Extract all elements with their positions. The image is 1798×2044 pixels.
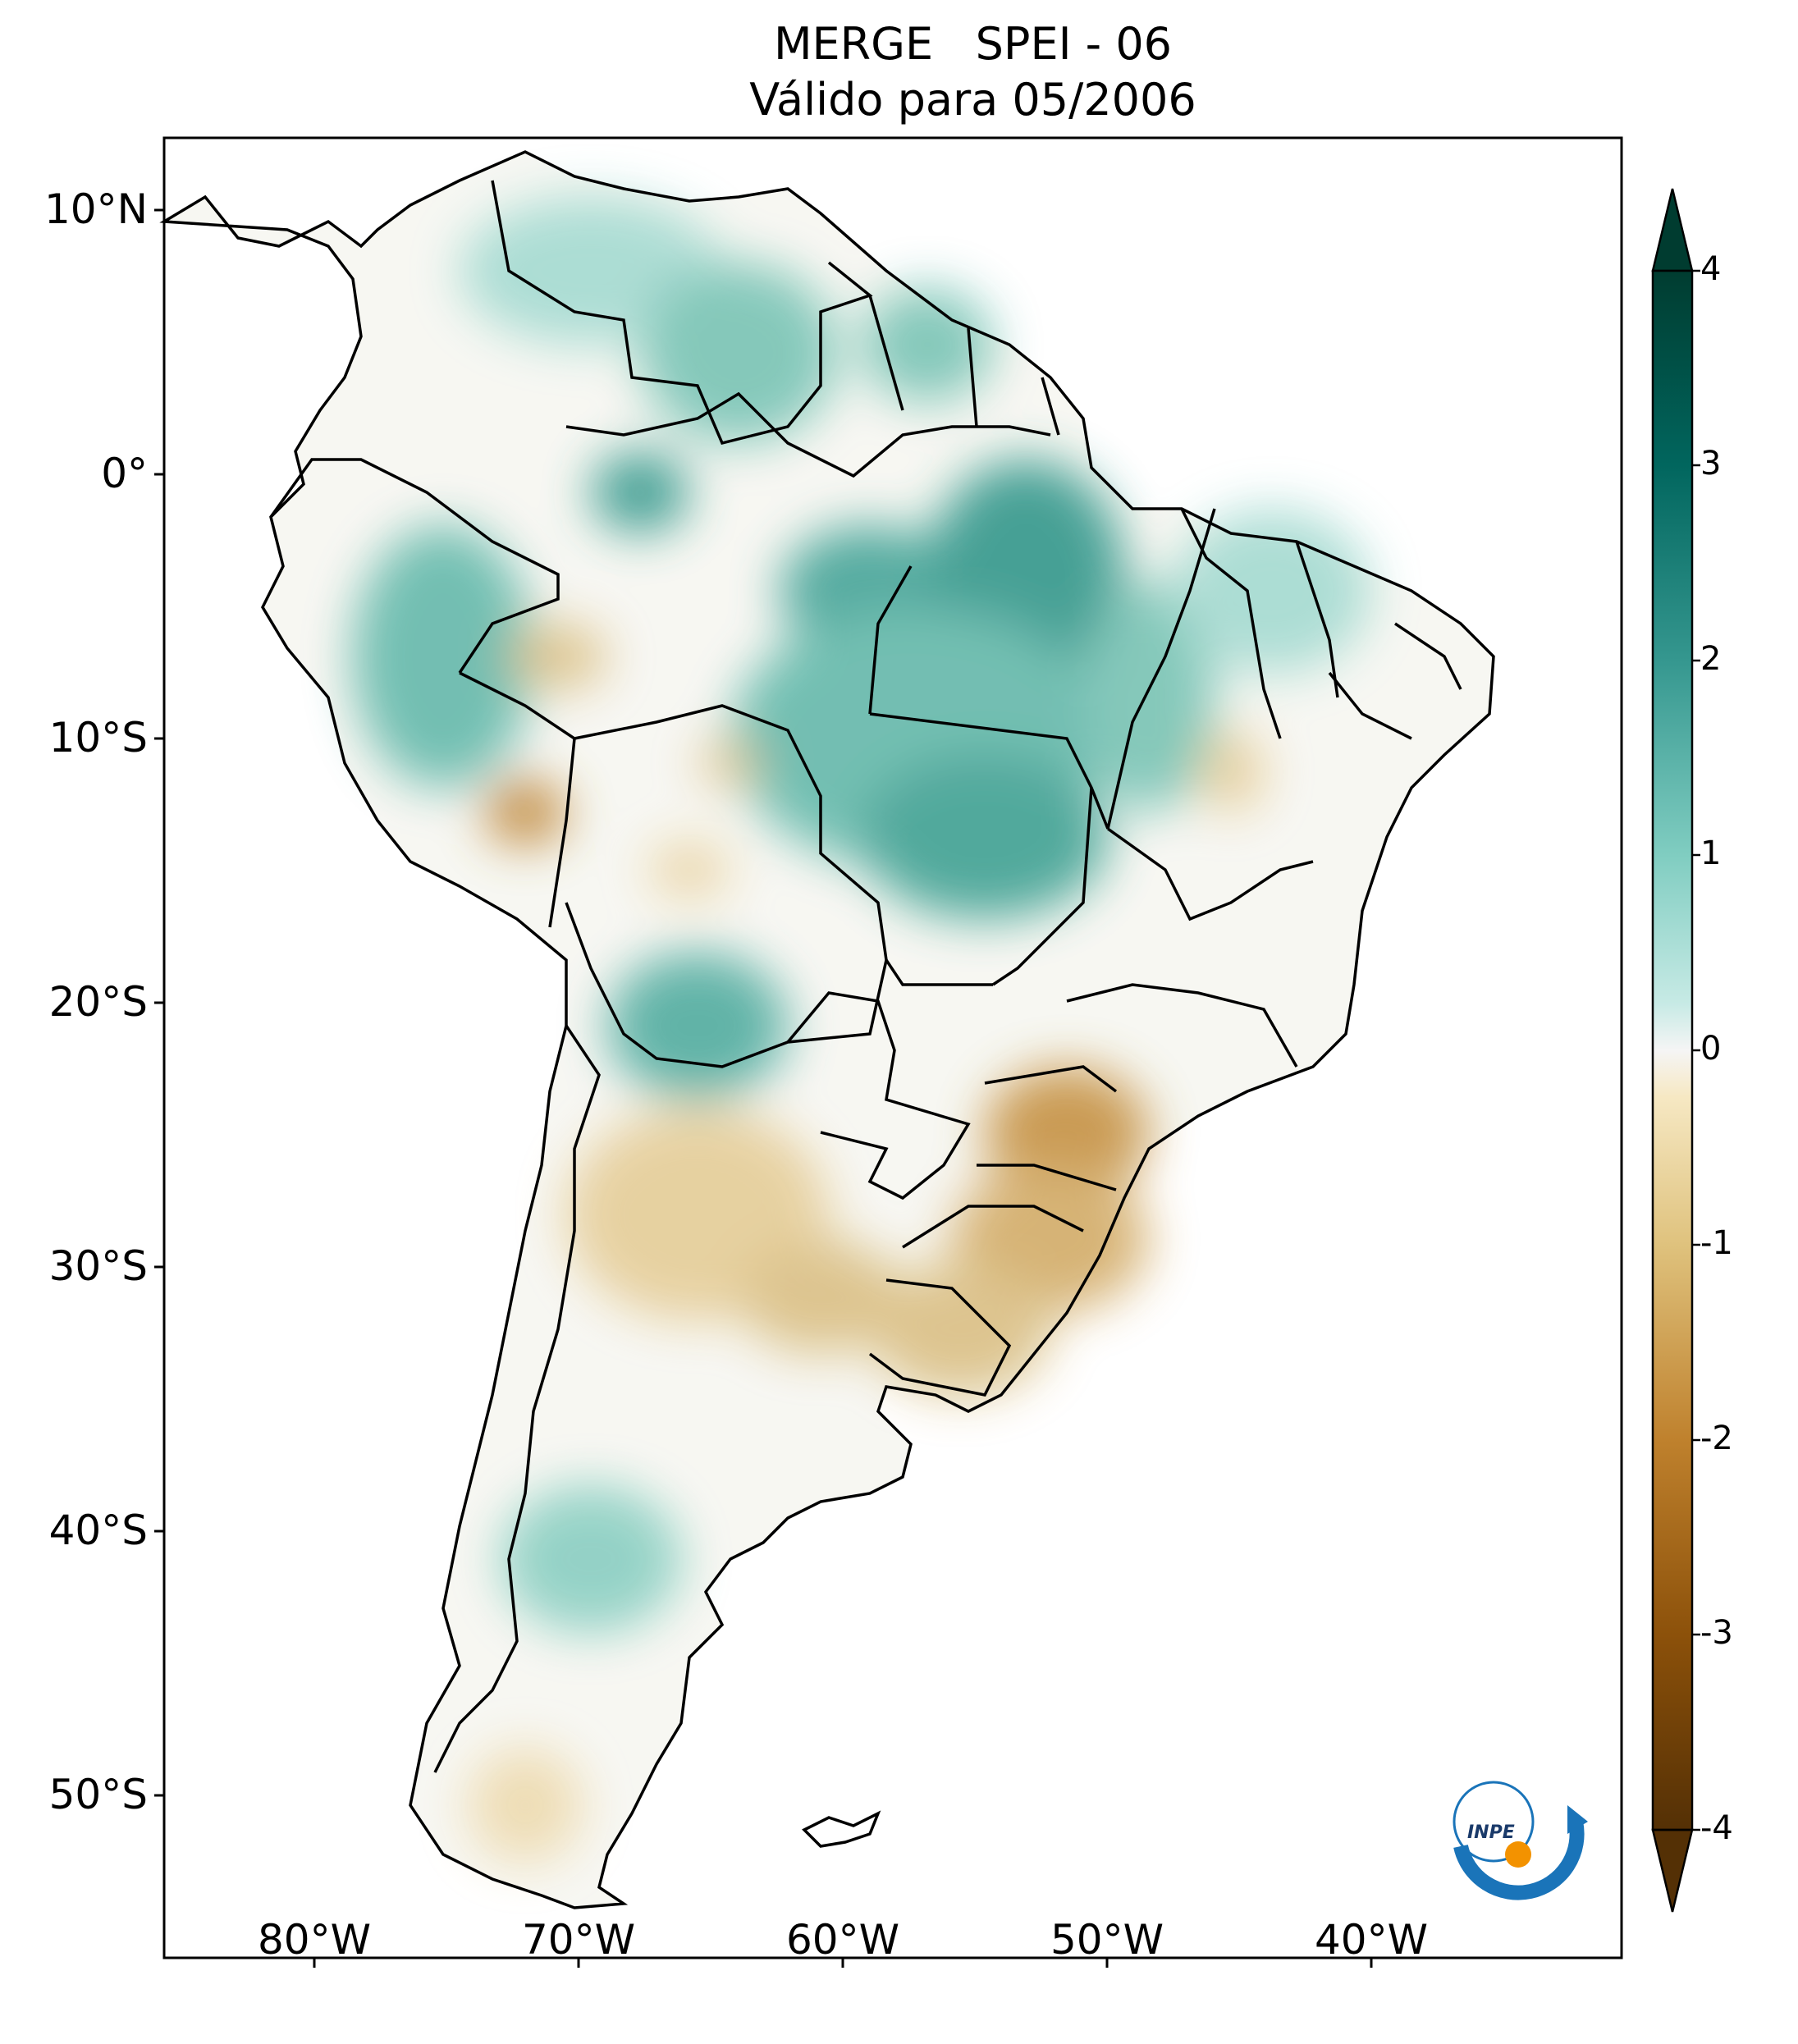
country-borders bbox=[159, 150, 1495, 1909]
colorbar-tick-4: 4 bbox=[1700, 250, 1722, 288]
lat-label-30s: 30°S bbox=[48, 1242, 148, 1290]
colorbar-tick-minus3: -3 bbox=[1700, 1614, 1733, 1652]
colorbar-tick-minus2: -2 bbox=[1700, 1420, 1733, 1457]
lon-label-50w: 50°W bbox=[1050, 1916, 1164, 1964]
inpe-logo: INPE bbox=[1453, 1781, 1588, 1900]
lon-label-40w: 40°W bbox=[1314, 1916, 1429, 1964]
colorbar-lower-extension bbox=[1651, 1828, 1694, 1913]
colorbar bbox=[1651, 188, 1700, 1913]
colorbar-tick-minus4: -4 bbox=[1700, 1809, 1733, 1847]
lon-label-70w: 70°W bbox=[521, 1916, 636, 1964]
logo-dot bbox=[1505, 1841, 1531, 1868]
colorbar-gradient bbox=[1653, 271, 1692, 1830]
lat-label-10s: 10°S bbox=[48, 714, 148, 761]
lon-label-60w: 60°W bbox=[785, 1916, 900, 1964]
map-frame bbox=[162, 136, 1623, 1959]
logo-text: INPE bbox=[1467, 1822, 1515, 1843]
colorbar-tick-3: 3 bbox=[1700, 445, 1722, 482]
colorbar-tick-1: 1 bbox=[1700, 835, 1722, 872]
colorbar-tick-2: 2 bbox=[1700, 640, 1722, 678]
lon-label-80w: 80°W bbox=[257, 1916, 372, 1964]
lat-label-10n: 10°N bbox=[43, 185, 148, 233]
lat-label-40s: 40°S bbox=[48, 1507, 148, 1554]
map-subtitle: Válido para 05/2006 bbox=[749, 74, 1196, 126]
colorbar-tick-minus1: -1 bbox=[1700, 1224, 1733, 1262]
colorbar-tick-0: 0 bbox=[1700, 1030, 1722, 1068]
spei-field bbox=[164, 152, 1494, 1908]
colorbar-upper-extension bbox=[1651, 188, 1694, 272]
lat-label-20s: 20°S bbox=[48, 978, 148, 1026]
axis-ticks bbox=[154, 208, 1373, 1968]
lat-label-0: 0° bbox=[101, 450, 148, 497]
lat-label-50s: 50°S bbox=[48, 1771, 148, 1818]
map-title: MERGE SPEI - 06 bbox=[773, 18, 1173, 70]
logo-arc bbox=[1453, 1820, 1585, 1900]
